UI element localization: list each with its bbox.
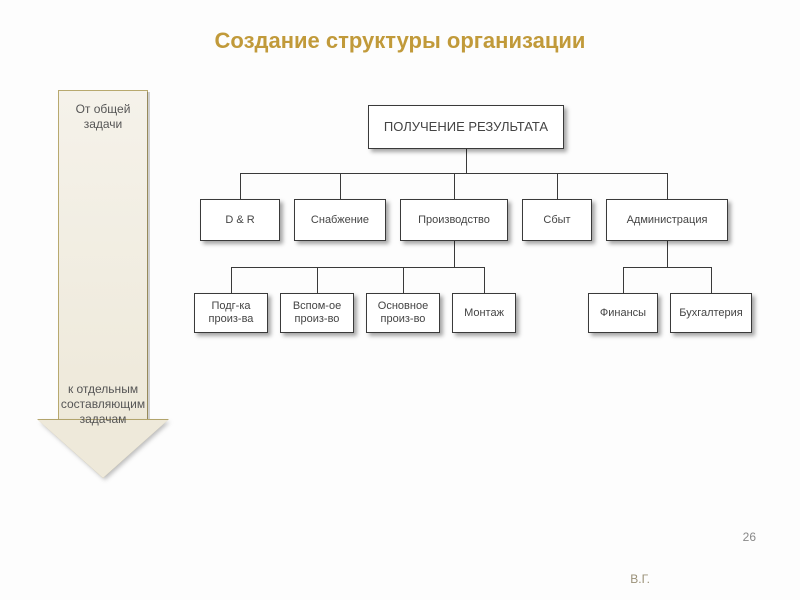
conn-l1-drop-1 xyxy=(340,173,341,199)
node-dr: D & R xyxy=(200,199,280,241)
conn-admin-drop xyxy=(667,241,668,267)
node-prod: Производство xyxy=(400,199,508,241)
flow-arrow: От общей задачи к отдельным составляющим… xyxy=(38,90,168,490)
arrow-top-label: От общей задачи xyxy=(58,98,148,136)
conn-admin-child-1 xyxy=(711,267,712,293)
conn-prod-child-1 xyxy=(317,267,318,293)
node-admin: Администрация xyxy=(606,199,728,241)
arrow-shaft xyxy=(58,90,148,420)
conn-prod-bus xyxy=(231,267,484,268)
node-prod-child-1: Вспом-ое произ-во xyxy=(280,293,354,333)
node-prod-child-0: Подг-ка произ-ва xyxy=(194,293,268,333)
node-prod-child-3: Монтаж xyxy=(452,293,516,333)
conn-l1-drop-0 xyxy=(240,173,241,199)
conn-l1-drop-4 xyxy=(667,173,668,199)
org-chart: ПОЛУЧЕНИЕ РЕЗУЛЬТАТА D & R Снабжение Произв… xyxy=(190,105,780,405)
conn-prod-child-0 xyxy=(231,267,232,293)
author-label: В.Г. xyxy=(630,572,650,586)
node-admin-child-1: Бухгалтерия xyxy=(670,293,752,333)
node-prod-child-2: Основное произ-во xyxy=(366,293,440,333)
conn-prod-drop xyxy=(454,241,455,267)
conn-l1-drop-2 xyxy=(454,173,455,199)
page-title: Создание структуры организации xyxy=(0,0,800,54)
node-sales: Сбыт xyxy=(522,199,592,241)
conn-root-drop xyxy=(466,149,467,173)
conn-prod-child-2 xyxy=(403,267,404,293)
conn-l1-drop-3 xyxy=(557,173,558,199)
conn-prod-child-3 xyxy=(484,267,485,293)
node-admin-child-0: Финансы xyxy=(588,293,658,333)
node-root: ПОЛУЧЕНИЕ РЕЗУЛЬТАТА xyxy=(368,105,564,149)
arrow-bottom-label: к отдельным составляющим задачам xyxy=(48,382,158,427)
conn-admin-bus xyxy=(623,267,711,268)
page-number: 26 xyxy=(743,530,756,544)
arrow-head xyxy=(38,420,168,478)
conn-admin-child-0 xyxy=(623,267,624,293)
node-supply: Снабжение xyxy=(294,199,386,241)
